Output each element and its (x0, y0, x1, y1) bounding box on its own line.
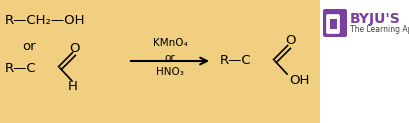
Text: The Learning App: The Learning App (350, 25, 409, 34)
FancyBboxPatch shape (326, 15, 339, 33)
Text: R—C: R—C (5, 62, 37, 75)
Text: O: O (285, 34, 295, 47)
Text: HNO₃: HNO₃ (156, 67, 184, 77)
FancyBboxPatch shape (323, 9, 347, 37)
FancyBboxPatch shape (330, 19, 337, 29)
Text: R—CH₂—OH: R—CH₂—OH (5, 14, 85, 26)
Text: BYJU'S: BYJU'S (350, 12, 401, 26)
FancyBboxPatch shape (320, 0, 409, 123)
Text: or: or (22, 40, 36, 54)
Text: R—C: R—C (220, 54, 252, 68)
Text: H: H (68, 80, 78, 93)
Text: OH: OH (289, 74, 309, 86)
FancyBboxPatch shape (0, 0, 320, 123)
Text: O: O (70, 41, 80, 54)
Text: KMnO₄: KMnO₄ (153, 38, 187, 48)
Text: or: or (165, 53, 175, 63)
